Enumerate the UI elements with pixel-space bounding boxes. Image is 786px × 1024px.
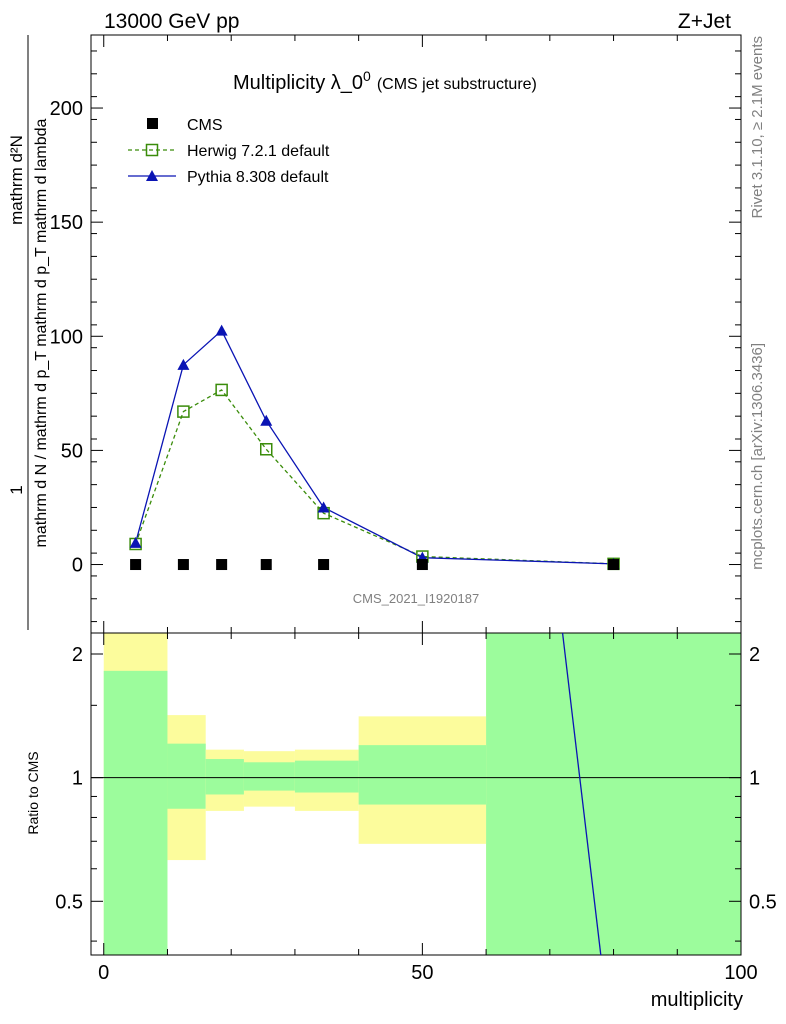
legend-herwig-label: Herwig 7.2.1 default xyxy=(187,143,330,160)
header-right: Z+Jet xyxy=(678,10,731,33)
cms-point xyxy=(130,559,142,571)
plot-title-main: Multiplicity λ_0 xyxy=(233,72,363,94)
pythia-point xyxy=(317,501,330,513)
xtick-label-50: 50 xyxy=(411,962,433,984)
main-series xyxy=(129,324,620,571)
ratio-ytick-label-2: 2 xyxy=(72,644,83,666)
main-ytick-label-50: 50 xyxy=(61,440,83,462)
y-axis-label-ratio: Ratio to CMS xyxy=(25,751,41,834)
main-axes: 0 50 100 150 200 0 50 100 xyxy=(50,35,758,984)
ratio-band-inner-2 xyxy=(205,759,244,795)
herwig-point xyxy=(259,443,273,456)
y-axis-label-main: mathrm d²N 1 mathrm d N / mathrm d p_T m… xyxy=(7,35,50,630)
analysis-watermark: CMS_2021_I1920187 xyxy=(353,591,480,606)
pythia-line xyxy=(134,329,614,565)
ratio-band-inner-6 xyxy=(486,633,741,955)
plot-title: Multiplicity λ_00 (CMS jet substructure) xyxy=(233,68,537,94)
ratio-ytick-label-right-2: 2 xyxy=(749,644,760,666)
legend-pythia-marker xyxy=(146,170,158,181)
cms-point xyxy=(608,559,620,571)
legend: CMS Herwig 7.2.1 default Pythia 8.308 de… xyxy=(128,117,330,186)
ratio-band-inner-4 xyxy=(294,760,359,793)
mcplots-label: mcplots.cern.ch [arXiv:1306.3436] xyxy=(749,343,766,570)
pythia-point xyxy=(260,414,273,426)
ratio-ytick-label-right-1: 1 xyxy=(749,768,760,790)
ratio-band-inner-1 xyxy=(167,743,206,809)
main-ytick-label-0: 0 xyxy=(72,555,83,577)
ratio-band-inner-5 xyxy=(358,745,487,805)
cms-point xyxy=(260,559,272,571)
legend-herwig-marker xyxy=(145,143,159,157)
legend-pythia-label: Pythia 8.308 default xyxy=(187,169,329,186)
cms-point xyxy=(216,559,228,571)
ylabel-right-part: mathrm d²N xyxy=(7,135,26,225)
ratio-axes: 0.5 0.5 1 1 2 2 xyxy=(55,644,777,942)
plot-title-suffix: (CMS jet substructure) xyxy=(377,76,537,93)
ratio-frame xyxy=(90,632,742,956)
cms-point xyxy=(318,559,330,571)
herwig-line xyxy=(134,389,614,565)
xtick-label-100: 100 xyxy=(724,962,757,984)
main-ytick-label-200: 200 xyxy=(50,98,83,120)
ratio-pythia-line xyxy=(561,632,602,956)
main-ytick-label-100: 100 xyxy=(50,326,83,348)
cms-point xyxy=(177,559,189,571)
header-left: 13000 GeV pp xyxy=(104,10,239,33)
legend-cms-marker xyxy=(147,118,158,129)
ratio-bands xyxy=(91,633,741,955)
ratio-band-inner-0 xyxy=(103,670,168,955)
ylabel-numerator: 1 xyxy=(7,485,26,494)
main-ytick-label-150: 150 xyxy=(50,212,83,234)
ratio-band-inner-3 xyxy=(243,762,295,791)
rivet-label: Rivet 3.1.10, ≥ 2.1M events xyxy=(749,36,766,219)
pythia-point xyxy=(177,358,190,370)
ratio-ytick-label-right-0.5: 0.5 xyxy=(749,891,777,913)
legend-cms-label: CMS xyxy=(187,117,223,134)
pythia-point xyxy=(215,324,228,336)
herwig-point xyxy=(215,383,228,397)
plot-title-sup: 0 xyxy=(363,68,371,84)
xtick-label-0: 0 xyxy=(98,962,109,984)
ratio-ytick-label-0.5: 0.5 xyxy=(55,891,83,913)
herwig-point xyxy=(177,405,190,418)
x-axis-label: multiplicity xyxy=(651,989,743,1011)
pythia-point xyxy=(129,536,142,548)
ylabel-denominator: mathrm d N / mathrm d p_T mathrm d p_T m… xyxy=(33,118,50,547)
ratio-series xyxy=(561,632,602,956)
ratio-ytick-label-1: 1 xyxy=(72,768,83,790)
cms-point xyxy=(416,559,428,571)
